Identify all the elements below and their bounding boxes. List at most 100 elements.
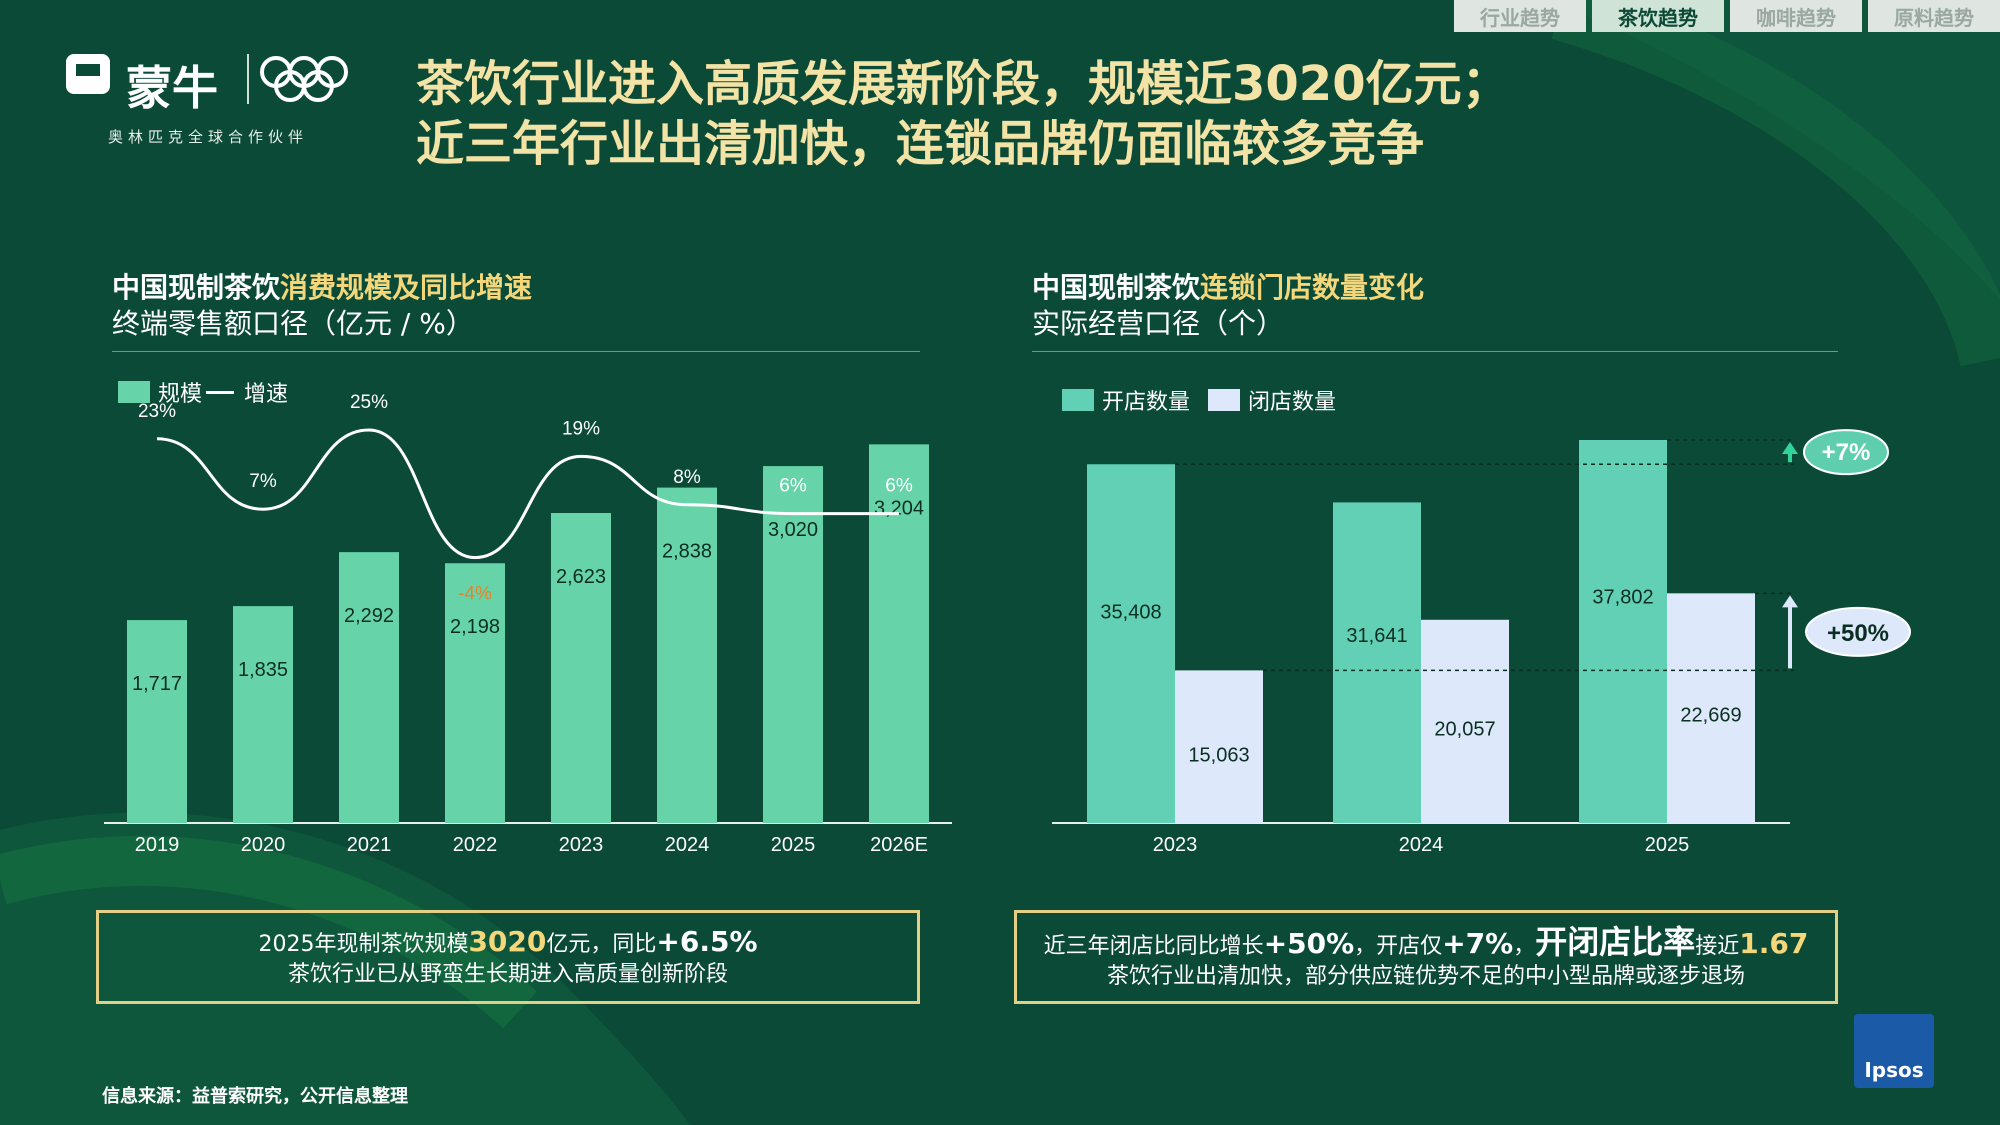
open-bar-label: 35,408 [1100,602,1161,624]
x-tick-label: 2024 [665,834,710,856]
note-highlight: 3020 [468,925,547,958]
page-title-line2: 近三年行业出清加快，连锁品牌仍面临较多竞争 [416,116,1425,172]
section-tabs: 行业趋势 茶饮趋势 咖啡趋势 原料趋势 [1454,0,2000,32]
olympic-rings-icon [260,56,348,102]
brand-logo [66,54,348,104]
left-title-a: 中国现制茶饮 [112,271,281,304]
legend-bar-label: 规模 [158,382,203,407]
right-divider [1032,351,1838,352]
close-growth-badge-label: +50% [1827,620,1889,647]
note-highlight: +6.5% [656,925,758,958]
scale-bar [445,563,505,823]
legend-close-label: 闭店数量 [1248,390,1337,415]
note-highlight: +50% [1263,927,1355,960]
x-tick-label: 2025 [771,834,816,856]
scale-bar [551,513,611,823]
brand-partner: 奥林匹克全球合作伙伴 [108,128,309,146]
close-growth-badge [1805,606,1911,657]
scale-bar [657,487,717,823]
legend-open-swatch [1062,389,1094,411]
scale-bar-label: 2,198 [450,616,500,638]
tab-coffee[interactable]: 咖啡趋势 [1730,0,1862,32]
ipsos-logo: Ipsos [1854,1014,1934,1088]
page-title: 茶饮行业进入高质发展新阶段，规模近3020亿元； 近三年行业出清加快，连锁品牌仍… [416,54,1510,174]
scale-bar-label: 2,292 [344,605,394,627]
growth-label: 25% [350,392,388,413]
source-note: 信息来源：益普索研究，公开信息整理 [102,1086,408,1107]
legend-line-swatch [206,390,235,394]
note-text: 2025年现制茶饮规模 [258,932,469,957]
open-growth-badge-label: +7% [1822,439,1871,466]
scale-bar [233,606,293,823]
growth-label: -4% [458,584,492,605]
right-note-line2: 茶饮行业出清加快，部分供应链优势不足的中小型品牌或逐步退场 [1106,964,1745,989]
open-bar [1087,464,1175,823]
left-note-line1: 2025年现制茶饮规模3020亿元，同比+6.5% [99,927,917,960]
open-growth-badge [1803,429,1889,476]
x-tick-label: 2023 [559,834,604,856]
left-chart-title: 中国现制茶饮消费规模及同比增速 [112,266,532,306]
scale-bar-label: 3,020 [768,519,818,541]
legend-close-swatch [1208,389,1241,411]
close-bar-label: 20,057 [1434,718,1495,740]
x-tick-label: 2026E [870,834,928,856]
note-text: 亿元，同比 [546,932,657,957]
note-text: ，开店仅 [1354,934,1443,959]
right-title-a: 中国现制茶饮 [1032,271,1201,304]
right-chart-subtitle: 实际经营口径（个） [1032,307,1285,340]
left-note-line2: 茶饮行业已从野蛮生长期进入高质量创新阶段 [287,962,728,987]
close-bar [1667,593,1755,823]
scale-bar [869,444,929,823]
open-bar [1579,440,1667,823]
scale-bar [127,620,187,823]
x-tick-label: 2019 [135,834,180,856]
note-highlight: +7% [1442,927,1514,960]
open-bar-label: 31,641 [1346,625,1407,647]
right-note-line1: 近三年闭店比同比增长+50%，开店仅+7%，开闭店比率接近1.67 [1017,926,1835,962]
growth-label: 7% [249,471,277,492]
right-chart-title: 中国现制茶饮连锁门店数量变化 [1032,266,1424,306]
tab-tea[interactable]: 茶饮趋势 [1592,0,1724,32]
left-legend: 规模 增速 [118,376,288,408]
growth-label: 6% [885,476,913,497]
growth-label: 23% [138,401,176,422]
open-bar-label: 37,802 [1592,587,1653,609]
close-growth-arrowhead [1782,595,1798,608]
scale-bar-label: 2,623 [556,566,606,588]
note-text: 接近 [1695,934,1740,959]
x-tick-label: 2024 [1399,834,1444,856]
scale-bar-label: 1,717 [132,673,182,695]
close-bar-label: 22,669 [1680,705,1741,727]
x-tick-label: 2025 [1645,834,1690,856]
note-text: ， [1513,934,1536,959]
x-tick-label: 2022 [453,834,498,856]
left-title-b: 消费规模及同比增速 [280,271,533,304]
brand-name: 蒙牛 [126,61,218,115]
growth-label: 19% [562,418,600,439]
note-highlight: 1.67 [1739,927,1809,960]
right-legend: 开店数量 闭店数量 [1062,384,1336,416]
left-note-box: 2025年现制茶饮规模3020亿元，同比+6.5% 茶饮行业已从野蛮生长期进入高… [96,910,920,1004]
x-tick-label: 2020 [241,834,286,856]
x-tick-label: 2023 [1153,834,1198,856]
growth-label: 6% [779,476,807,497]
tab-ingredients[interactable]: 原料趋势 [1868,0,2000,32]
growth-line [156,428,899,560]
open-growth-arrowhead [1782,442,1798,454]
legend-open-label: 开店数量 [1102,390,1191,415]
page-title-line1: 茶饮行业进入高质发展新阶段，规模近3020亿元； [416,56,1510,112]
scale-bar-label: 2,838 [662,541,712,563]
left-chart-subtitle: 终端零售额口径（亿元 / %） [112,307,474,340]
tab-industry[interactable]: 行业趋势 [1454,0,1586,32]
right-title-b: 连锁门店数量变化 [1200,271,1425,304]
left-divider [112,351,920,352]
legend-line-label: 增速 [244,382,289,407]
close-bar [1421,619,1509,823]
ipsos-label: Ipsos [1864,1058,1924,1082]
close-bar [1175,670,1263,823]
growth-label: 8% [673,467,701,488]
scale-bar [339,552,399,823]
